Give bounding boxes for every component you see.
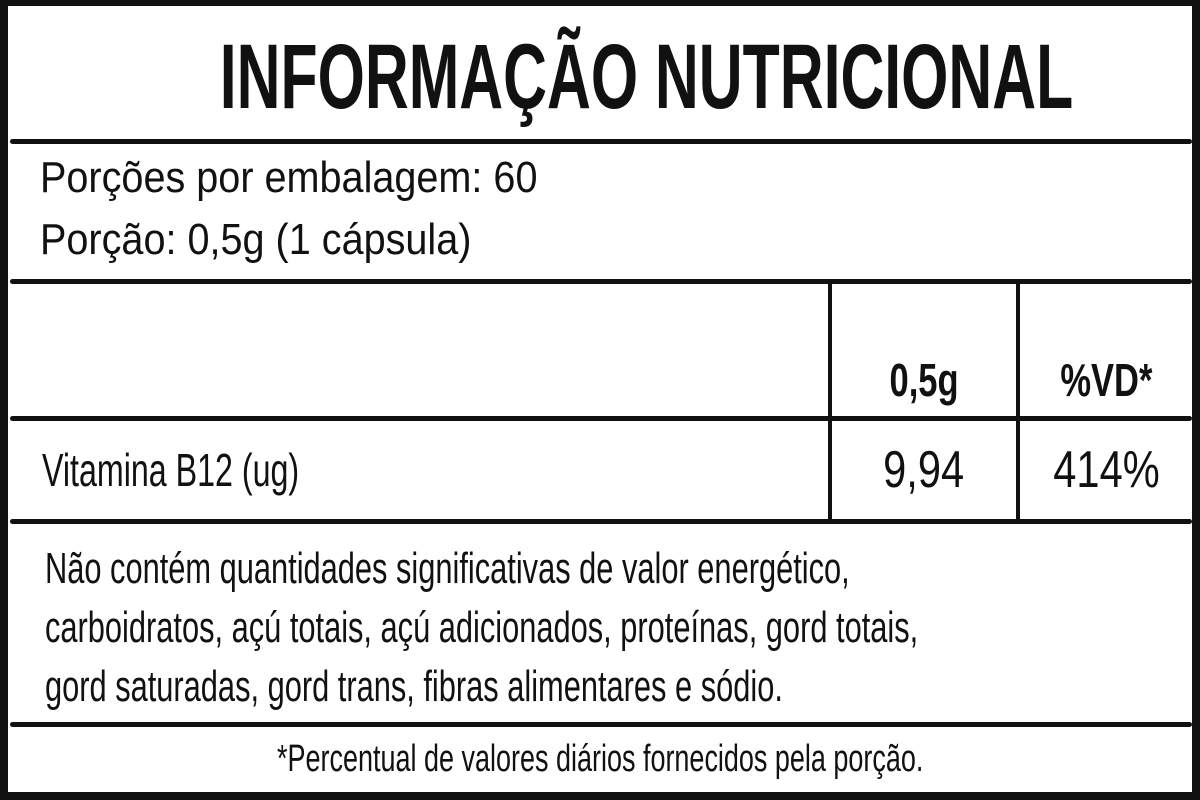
note-line-text: Não contém quantidades significativas de… (45, 544, 850, 593)
note-line-text: gord saturadas, gord trans, fibras alime… (45, 662, 783, 711)
nutrient-amount: 9,94 (832, 440, 1016, 500)
header-dv: %VD* (1020, 352, 1192, 408)
divider (10, 416, 1192, 421)
note-line-text: carboidratos, açú totais, açú adicionado… (45, 603, 919, 652)
column-divider (828, 283, 832, 521)
column-divider (1016, 283, 1020, 521)
portion-size-text: Porção: 0,5g (1 cápsula) (40, 215, 472, 264)
note-line: gord saturadas, gord trans, fibras alime… (45, 660, 1099, 714)
servings-per-package-text: Porções por embalagem: 60 (40, 153, 538, 202)
divider (10, 279, 1192, 284)
nutrient-name: Vitamina B12 (ug) (42, 442, 409, 498)
title-text: INFORMAÇÃO NUTRICIONAL (219, 26, 1074, 128)
note-line: Não contém quantidades significativas de… (45, 542, 1195, 596)
nutrient-dv: 414% (1020, 440, 1192, 500)
note-line: carboidratos, açú totais, açú adicionado… (45, 601, 1200, 655)
divider (10, 519, 1192, 524)
portion-size: Porção: 0,5g (1 cápsula) (40, 214, 519, 266)
header-amount: 0,5g (832, 352, 1016, 408)
nutrient-name-text: Vitamina B12 (ug) (42, 444, 300, 496)
footnote: *Percentual de valores diários fornecido… (0, 735, 1200, 783)
divider (10, 722, 1192, 727)
nutrient-dv-text: 414% (1052, 441, 1160, 499)
nutrient-amount-text: 9,94 (883, 441, 965, 499)
header-amount-text: 0,5g (889, 354, 959, 406)
title: INFORMAÇÃO NUTRICIONAL (0, 22, 1200, 132)
footnote-text: *Percentual de valores diários fornecido… (276, 738, 924, 780)
divider (10, 139, 1192, 144)
servings-per-package: Porções por embalagem: 60 (40, 152, 593, 204)
header-dv-text: %VD* (1059, 354, 1153, 406)
